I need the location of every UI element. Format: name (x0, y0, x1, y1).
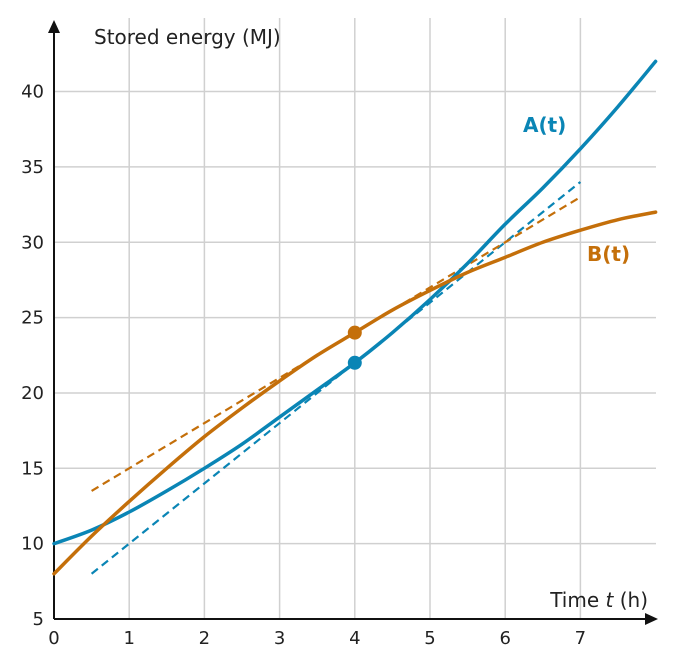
axes (48, 20, 658, 625)
x-tick-label-1: 1 (123, 628, 134, 649)
x-tick-label-0: 0 (48, 628, 59, 649)
x-tick-label-3: 3 (274, 628, 285, 649)
x-tick-label-5: 5 (424, 628, 435, 649)
series-label-a: A(t) (523, 113, 566, 137)
y-tick-label-10: 10 (21, 534, 44, 555)
x-tick-label-7: 7 (575, 628, 586, 649)
series (52, 59, 658, 576)
tangent-line-b (91, 196, 581, 492)
y-tick-label-15: 15 (21, 458, 44, 479)
x-axis-arrow-icon (645, 613, 658, 625)
y-tick-label-5: 5 (33, 609, 44, 630)
y-tick-label-25: 25 (21, 308, 44, 329)
y-tick-label-35: 35 (21, 157, 44, 178)
y-tick-label-40: 40 (21, 82, 44, 103)
x-tick-labels: 0 1 2 3 4 5 6 7 (48, 628, 586, 649)
x-axis-label-suffix: (h) (613, 588, 648, 612)
x-tick-label-6: 6 (499, 628, 510, 649)
y-axis-label: Stored energy (MJ) (94, 25, 281, 49)
x-tick-label-2: 2 (199, 628, 210, 649)
series-marker-a (347, 355, 362, 370)
y-axis-arrow-icon (48, 20, 60, 33)
x-axis-label-prefix: Time (549, 588, 605, 612)
x-tick-label-4: 4 (349, 628, 360, 649)
y-tick-label-20: 20 (21, 383, 44, 404)
y-tick-labels: 5 10 15 20 25 30 35 40 (21, 82, 44, 630)
series-marker-b (347, 325, 362, 340)
series-label-b: B(t) (587, 242, 630, 266)
x-axis-label-variable: t (606, 588, 615, 612)
y-tick-label-30: 30 (21, 232, 44, 253)
x-axis-label: Time t (h) (549, 588, 648, 612)
grid (54, 18, 656, 619)
